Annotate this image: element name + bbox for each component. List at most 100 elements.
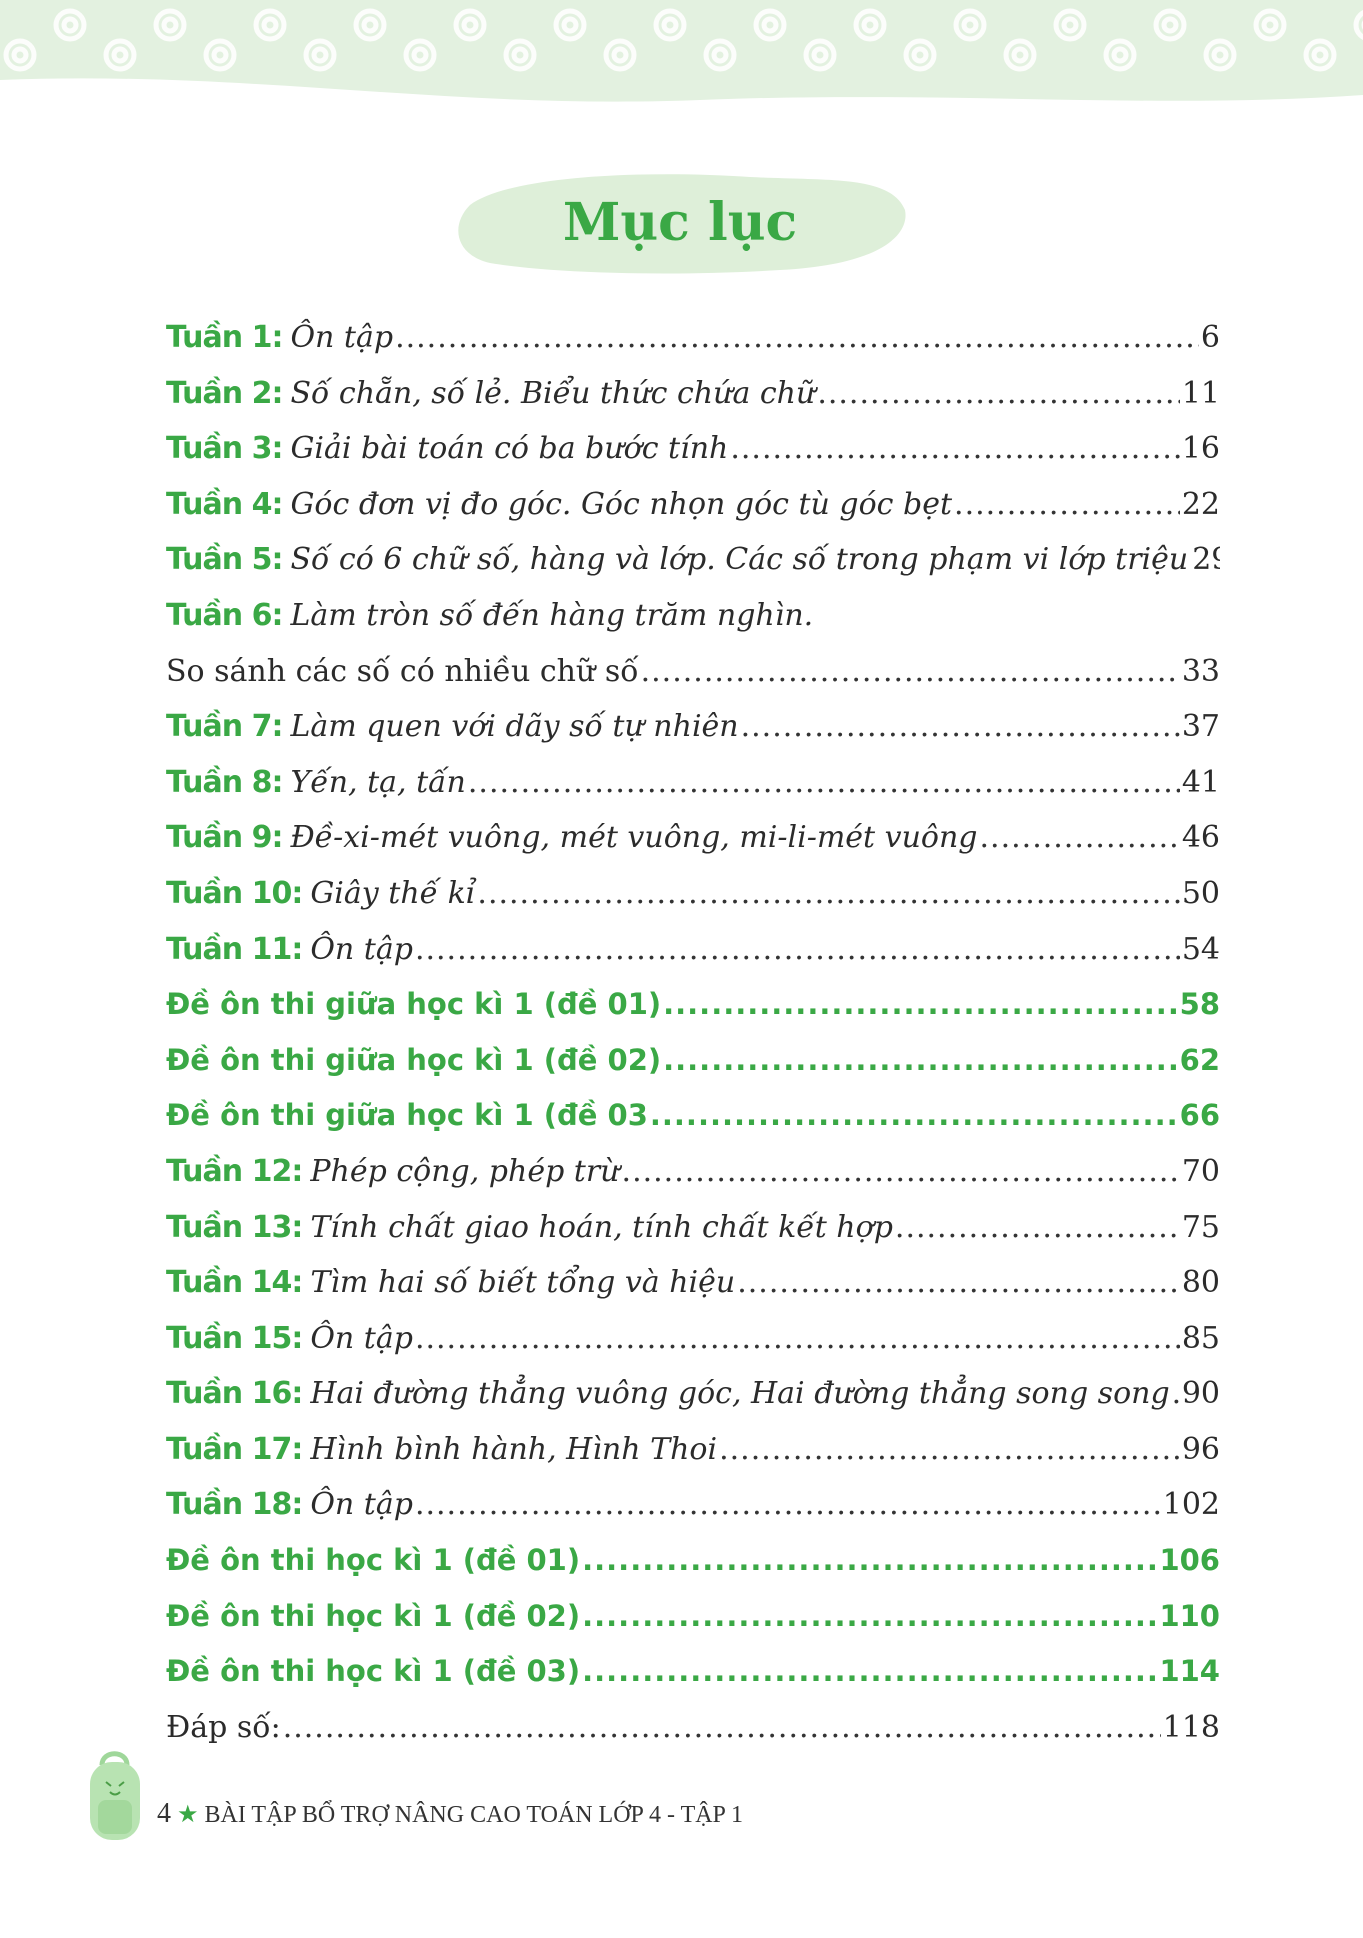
toc-entry[interactable]: Tuần 13: Tính chất giao hoán, tính chất k… — [166, 1200, 1220, 1256]
toc-entry[interactable]: Tuần 3:Giải bài toán có ba bước tính 16 — [166, 421, 1220, 477]
toc-entry-label: Tuần 12: — [166, 1153, 303, 1189]
dot-leader — [477, 866, 1179, 922]
toc-entry-title: Tìm hai số biết tổng và hiệu — [310, 1265, 736, 1301]
decorative-circle — [253, 8, 287, 42]
page-title: Mục lục — [562, 192, 798, 253]
toc-entry[interactable]: Tuần 14:Tìm hai số biết tổng và hiệu 80 — [166, 1255, 1220, 1311]
toc-entry[interactable]: Tuần 8:Yến, tạ, tấn 41 — [166, 755, 1220, 811]
toc-entry[interactable]: Đáp số: 118 — [166, 1700, 1220, 1756]
toc-entry-page: 106 — [1159, 1543, 1220, 1578]
dot-leader — [730, 421, 1179, 477]
toc-entry[interactable]: Đề ôn thi học kì 1 (đề 01) 106 — [166, 1533, 1220, 1589]
toc-entry-label: Tuần 10: — [166, 875, 303, 911]
toc-entry[interactable]: Đề ôn thi giữa học kì 1 (đề 02) 62 — [166, 1033, 1220, 1089]
dot-leader — [622, 1144, 1180, 1200]
dot-leader — [415, 1311, 1180, 1367]
star-icon: ★ — [177, 1802, 199, 1828]
dot-leader — [283, 1700, 1161, 1756]
decorative-circle — [1353, 10, 1363, 40]
decorative-circle — [861, 16, 879, 34]
toc-entry[interactable]: Tuần 15:Ôn tập 85 — [166, 1311, 1220, 1367]
decorative-circle — [153, 8, 187, 42]
toc-entry-label: Tuần 5: — [166, 542, 283, 578]
footer-text: 4 ★ BÀI TẬP BỔ TRỢ NÂNG CAO TOÁN LỚP 4 -… — [157, 1798, 743, 1830]
decorative-circle — [1153, 8, 1187, 42]
decorative-circle — [1211, 46, 1229, 64]
toc-entry-label: Tuần 3: — [166, 431, 283, 467]
dot-leader — [954, 477, 1180, 533]
toc-entry-label: Tuần 2: — [166, 375, 283, 411]
toc-entry-label: Tuần 1: — [166, 320, 283, 355]
toc-entry-page: 37 — [1181, 709, 1220, 745]
decorative-circle — [1303, 38, 1337, 72]
decorative-circle — [561, 16, 579, 34]
toc-entry-page: 29 — [1192, 542, 1220, 578]
toc-entry[interactable]: Tuần 4: Góc đơn vị đo góc. Góc nhọn góc t… — [166, 477, 1220, 533]
toc-entry[interactable]: Đề ôn thi học kì 1 (đề 02) 110 — [166, 1589, 1220, 1645]
toc-entry-label: Tuần 14: — [166, 1265, 303, 1301]
decorative-circle — [653, 8, 687, 42]
decorative-circle — [811, 46, 829, 64]
toc-entry[interactable]: Tuần 18:Ôn tập 102 — [166, 1477, 1220, 1533]
decorative-circle — [553, 8, 587, 42]
dot-leader — [663, 977, 1178, 1033]
toc-entry-title: Đề ôn thi giữa học kì 1 (đề 01) — [166, 987, 662, 1022]
dot-leader — [582, 1589, 1157, 1645]
decorative-circle — [603, 38, 637, 72]
toc-entry-title: Phép cộng, phép trừ — [310, 1153, 620, 1189]
dot-leader — [663, 1033, 1178, 1089]
toc-entry-title: Hai đường thẳng vuông góc, Hai đường thẳ… — [310, 1376, 1170, 1412]
toc-entry-label: Tuần 16: — [166, 1376, 303, 1412]
toc-entry-page: 110 — [1159, 1598, 1220, 1633]
toc-entry-page: 96 — [1181, 1431, 1220, 1467]
dot-leader — [468, 755, 1180, 811]
dot-leader — [1172, 1366, 1180, 1422]
toc-entry-title: Ôn tập — [310, 1487, 413, 1523]
toc-entry[interactable]: Tuần 1:Ôn tập 6 — [166, 310, 1220, 366]
toc-entry-title: Ôn tập — [290, 320, 394, 355]
toc-entry[interactable]: Tuần 2: Số chẵn, số lẻ. Biểu thức chứa ch… — [166, 366, 1220, 422]
decorative-circle — [261, 16, 279, 34]
toc-entry-page: 58 — [1179, 987, 1220, 1022]
decorative-circle — [11, 46, 29, 64]
decorative-circle — [503, 38, 537, 72]
toc-entry[interactable]: Tuần 9: Đề-xi-mét vuông, mét vuông, mi-li… — [166, 810, 1220, 866]
dot-leader — [641, 644, 1180, 700]
decorative-circle — [911, 46, 929, 64]
decorative-circle — [803, 38, 837, 72]
toc-entry-page: 75 — [1181, 1209, 1220, 1245]
toc-entry-page: 114 — [1159, 1654, 1220, 1689]
toc-entry-page: 33 — [1181, 653, 1220, 689]
dot-leader — [582, 1533, 1157, 1589]
toc-entry-title: Tính chất giao hoán, tính chất kết hợp — [310, 1209, 893, 1245]
toc-entry[interactable]: Tuần 11:Ôn tập 54 — [166, 922, 1220, 978]
decorative-circle — [203, 38, 237, 72]
decorative-circle — [903, 38, 937, 72]
toc-entry[interactable]: Đề ôn thi giữa học kì 1 (đề 03 66 — [166, 1088, 1220, 1144]
toc-entry-label: Tuần 15: — [166, 1320, 303, 1356]
decorative-circle — [161, 16, 179, 34]
toc-entry-title: Đề ôn thi học kì 1 (đề 03) — [166, 1654, 581, 1689]
toc-entry-label: Tuần 11: — [166, 931, 303, 967]
toc-entry[interactable]: Tuần 16: Hai đường thẳng vuông góc, Hai đ… — [166, 1366, 1220, 1422]
dot-leader — [737, 1255, 1180, 1311]
toc-entry[interactable]: Tuần 10:Giây thế kỉ 50 — [166, 866, 1220, 922]
toc-entry-label: Tuần 9: — [166, 820, 283, 856]
dot-leader — [817, 366, 1180, 422]
toc-entry[interactable]: Đề ôn thi học kì 1 (đề 03) 114 — [166, 1644, 1220, 1700]
toc-entry[interactable]: Đề ôn thi giữa học kì 1 (đề 01) 58 — [166, 977, 1220, 1033]
toc-entry[interactable]: Tuần 6: Làm tròn số đến hàng trăm nghìn. — [166, 588, 1220, 644]
decorative-circle — [1111, 46, 1129, 64]
toc-entry[interactable]: Tuần 17:Hình bình hành, Hình Thoi 96 — [166, 1422, 1220, 1478]
decorative-top-band — [0, 0, 1363, 102]
toc-entry-title: Làm quen với dãy số tự nhiên — [290, 709, 739, 745]
toc-entry-page: 62 — [1179, 1042, 1220, 1077]
toc-entry-title: Hình bình hành, Hình Thoi — [310, 1431, 718, 1467]
toc-entry[interactable]: Tuần 12:Phép cộng, phép trừ 70 — [166, 1144, 1220, 1200]
decorative-circle — [103, 38, 137, 72]
toc-entry[interactable]: Tuần 5: Số có 6 chữ số, hàng và lớp. Các … — [166, 532, 1220, 588]
toc-entry[interactable]: So sánh các số có nhiều chữ số 33 — [166, 644, 1220, 700]
dot-leader — [582, 1644, 1157, 1700]
backpack-mascot-icon — [90, 1751, 140, 1840]
toc-entry[interactable]: Tuần 7:Làm quen với dãy số tự nhiên 37 — [166, 699, 1220, 755]
